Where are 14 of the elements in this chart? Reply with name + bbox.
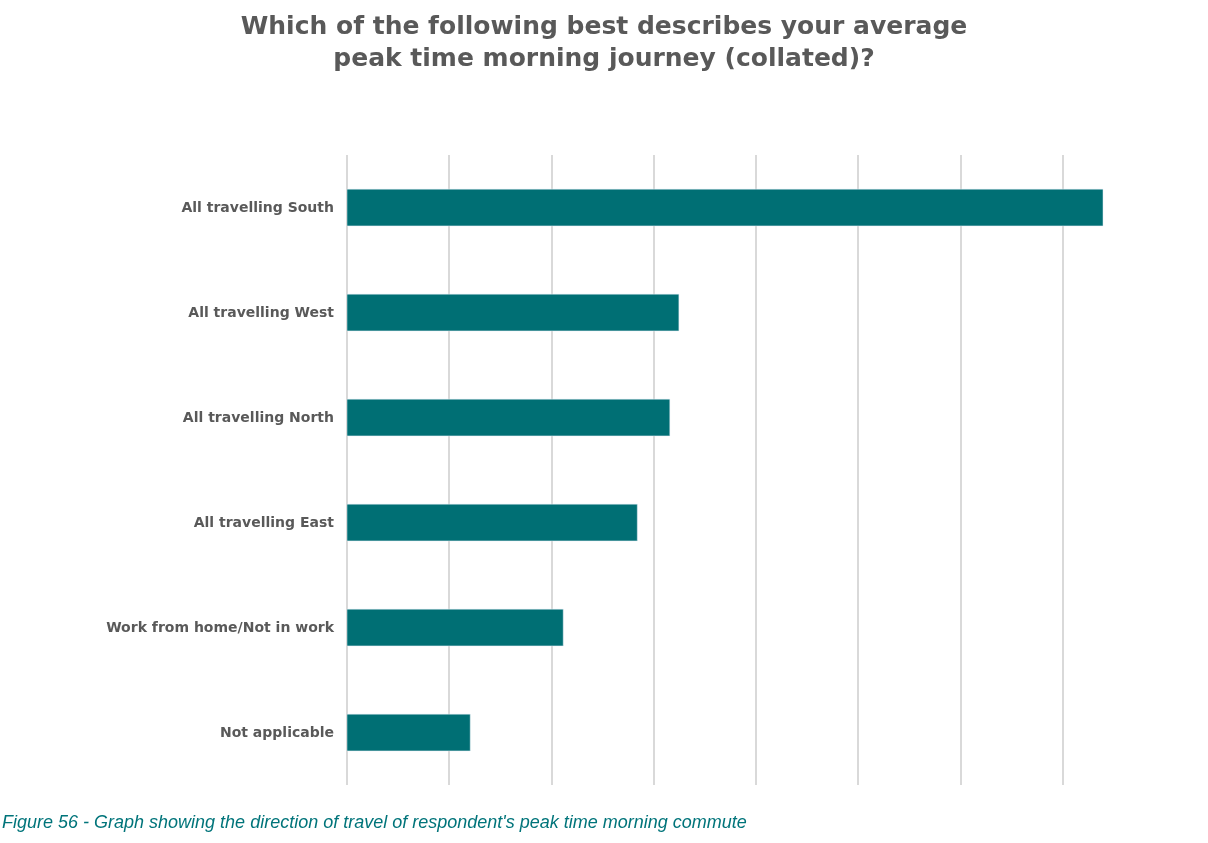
y-tick-label: Not applicable — [219, 724, 334, 741]
bar — [347, 398, 671, 437]
bar — [347, 713, 471, 752]
caption: Figure 56 - Graph showing the direction of travel of respondent's peak time morning commute — [2, 812, 747, 832]
bar — [347, 188, 1104, 227]
y-tick-label: All travelling North — [182, 409, 334, 426]
chart-title: Which of the following best describes your average peak time morning journey (collated)? — [240, 10, 968, 73]
y-tick-label: All travelling East — [193, 514, 335, 531]
bar — [347, 503, 638, 542]
y-tick-label: All travelling South — [181, 199, 334, 216]
y-tick-label: All travelling West — [188, 304, 335, 321]
bar — [347, 608, 564, 647]
bar — [347, 293, 680, 332]
y-tick-label: Work from home/Not in work — [106, 619, 335, 636]
